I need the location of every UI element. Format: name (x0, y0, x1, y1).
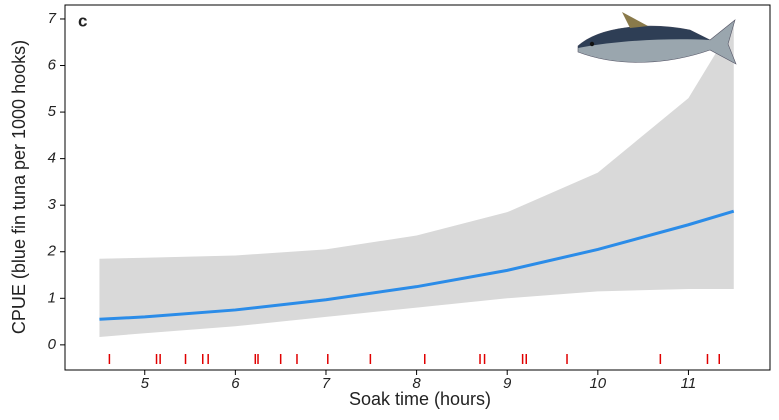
x-axis-label: Soak time (hours) (349, 389, 491, 409)
fish-illustration (577, 12, 737, 65)
y-tick-label: 4 (48, 150, 56, 167)
x-tick-label: 8 (412, 375, 421, 392)
x-tick-label: 10 (589, 375, 606, 392)
y-tick-label: 2 (47, 243, 57, 260)
y-axis-label: CPUE (blue fin tuna per 1000 hooks) (9, 40, 29, 334)
y-tick-label: 3 (48, 196, 57, 213)
plot-frame (64, 4, 771, 371)
x-tick-label: 5 (141, 375, 150, 392)
y-tick-label: 0 (48, 336, 57, 353)
y-tick-label: 1 (48, 289, 56, 306)
fit-line (99, 209, 735, 321)
y-tick-label: 7 (48, 10, 57, 27)
x-tick-label: 11 (681, 375, 697, 392)
panel-label: c (78, 11, 87, 30)
y-tick-label: 5 (48, 103, 57, 120)
confidence-band (99, 23, 734, 337)
x-tick-label: 9 (503, 375, 512, 392)
x-tick-label: 7 (322, 375, 331, 392)
y-tick-label: 6 (48, 56, 57, 73)
x-tick-label: 6 (231, 375, 240, 392)
